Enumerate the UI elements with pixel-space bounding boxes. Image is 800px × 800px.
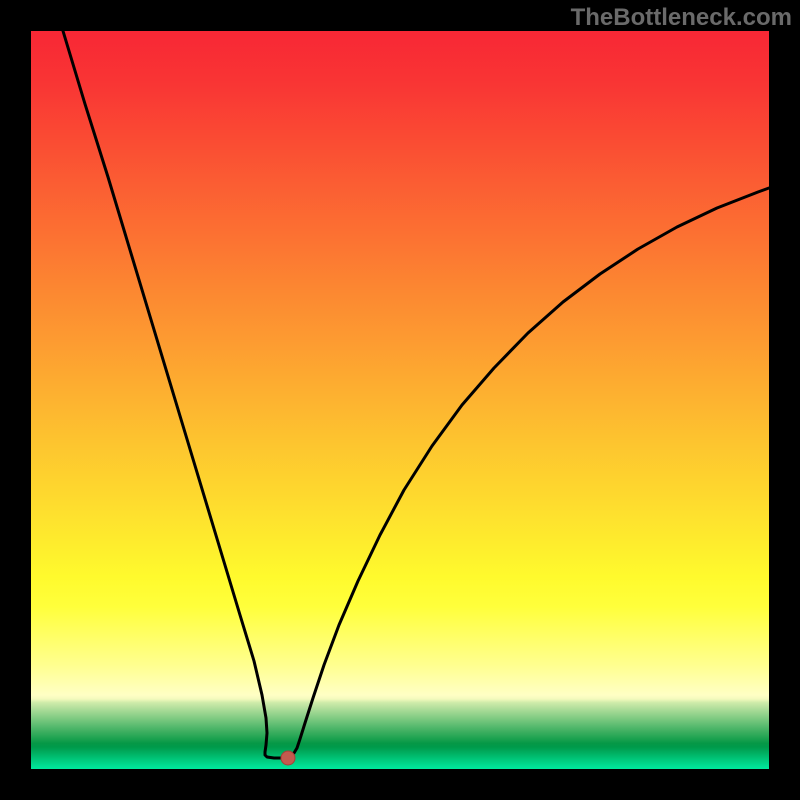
watermark-text: TheBottleneck.com: [571, 4, 792, 32]
minimum-marker: [281, 751, 295, 765]
chart-svg: [0, 0, 800, 800]
chart-frame: TheBottleneck.com: [0, 0, 800, 800]
plot-gradient-background: [31, 31, 769, 769]
